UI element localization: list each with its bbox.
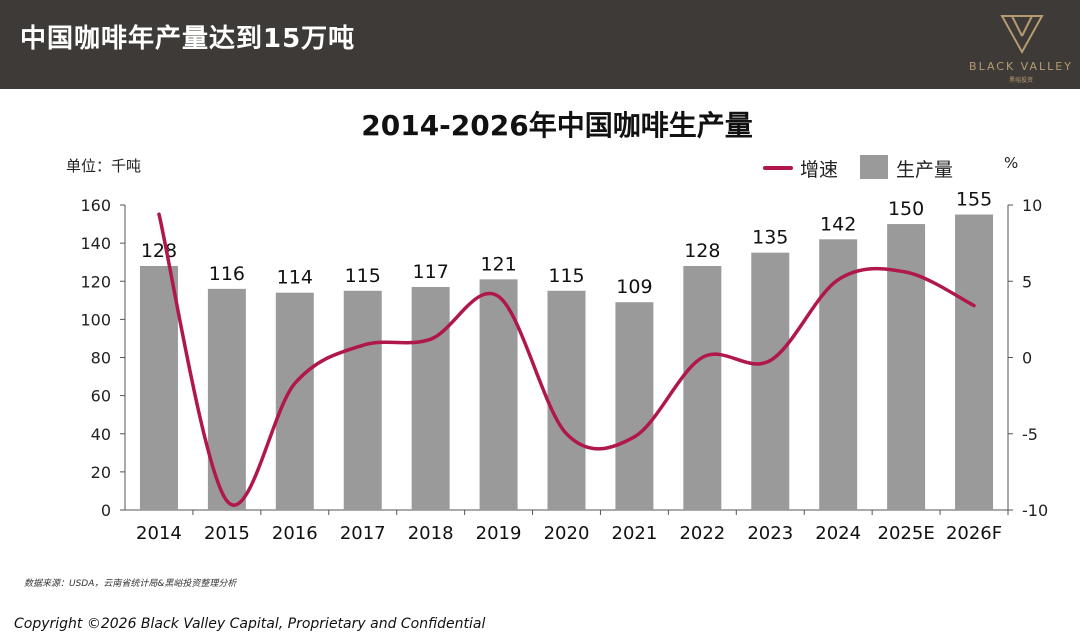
data-source-note: 数据来源：USDA，云南省统计局&黑峪投资整理分析 xyxy=(24,579,237,589)
x-tick-label: 2017 xyxy=(340,523,386,544)
legend-line-swatch xyxy=(763,166,793,170)
copyright-note: Copyright ©2026 Black Valley Capital, Pr… xyxy=(14,616,486,632)
black-valley-logo: BLACK VALLEY 黑峪投资 xyxy=(962,12,1080,84)
x-tick-label: 2025E xyxy=(878,523,935,544)
bar-2026F xyxy=(955,214,994,510)
legend-bar-label: 生产量 xyxy=(896,159,954,181)
left-tick-label: 40 xyxy=(91,425,111,444)
left-tick-label: 100 xyxy=(80,310,111,329)
x-tick-label: 2021 xyxy=(612,523,658,544)
bar-value-label: 109 xyxy=(616,276,652,298)
left-tick-label: 80 xyxy=(91,349,111,368)
left-tick-label: 120 xyxy=(80,272,111,291)
right-tick-label: -10 xyxy=(1022,501,1048,520)
bar-value-label: 115 xyxy=(345,265,381,287)
bar-value-label: 128 xyxy=(141,240,177,262)
bar-2022 xyxy=(683,266,722,510)
page-title: 中国咖啡年产量达到15万吨 xyxy=(20,24,356,54)
x-tick-label: 2015 xyxy=(204,523,250,544)
x-tick-label: 2016 xyxy=(272,523,318,544)
right-tick-label: 10 xyxy=(1022,196,1042,215)
bar-value-label: 115 xyxy=(548,265,584,287)
left-axis-unit: 单位：千吨 xyxy=(66,157,142,175)
x-tick-label: 2023 xyxy=(747,523,793,544)
bar-value-label: 114 xyxy=(277,267,313,289)
bar-2015 xyxy=(207,288,246,510)
x-tick-label: 2018 xyxy=(408,523,454,544)
header-bar: 中国咖啡年产量达到15万吨 BLACK VALLEY 黑峪投资 xyxy=(0,0,1080,89)
right-tick-label: 0 xyxy=(1022,349,1032,368)
x-tick-label: 2022 xyxy=(679,523,725,544)
x-tick-label: 2020 xyxy=(544,523,590,544)
bar-2021 xyxy=(615,302,654,510)
right-axis-unit: % xyxy=(1004,154,1019,172)
legend-line-label: 增速 xyxy=(800,159,839,181)
bar-value-label: 128 xyxy=(684,240,720,262)
bar-value-label: 121 xyxy=(480,253,516,275)
bar-2020 xyxy=(547,290,586,510)
left-tick-label: 20 xyxy=(91,463,111,482)
left-tick-label: 160 xyxy=(80,196,111,215)
bar-2023 xyxy=(751,252,790,510)
bar-value-label: 155 xyxy=(956,189,992,211)
bar-value-label: 150 xyxy=(888,198,924,220)
logo-subtitle: 黑峪投资 xyxy=(1008,77,1033,84)
right-tick-label: 5 xyxy=(1022,272,1032,291)
bar-2017 xyxy=(343,290,382,510)
x-tick-label: 2019 xyxy=(476,523,522,544)
x-tick-label: 2024 xyxy=(815,523,861,544)
bar-value-label: 116 xyxy=(209,263,245,285)
bar-2018 xyxy=(411,286,450,510)
chart-title: 2014-2026年中国咖啡生产量 xyxy=(361,109,753,142)
left-tick-label: 60 xyxy=(91,387,111,406)
left-tick-label: 0 xyxy=(101,501,111,520)
bar-value-label: 117 xyxy=(413,261,449,283)
bar-2016 xyxy=(275,292,314,510)
logo-name: BLACK VALLEY xyxy=(969,60,1073,73)
growth-rate-line xyxy=(157,212,976,507)
bar-2025E xyxy=(887,224,926,510)
legend-bar-swatch xyxy=(860,155,888,179)
bar-2024 xyxy=(819,239,858,510)
x-tick-label: 2014 xyxy=(136,523,182,544)
x-tick-label: 2026F xyxy=(946,523,1002,544)
right-tick-label: -5 xyxy=(1022,425,1038,444)
bar-2014 xyxy=(139,266,178,510)
bar-value-label: 135 xyxy=(752,227,788,249)
left-tick-label: 140 xyxy=(80,234,111,253)
logo-emblem-icon xyxy=(1000,15,1044,55)
bar-2019 xyxy=(479,279,518,510)
bar-value-label: 142 xyxy=(820,213,856,235)
